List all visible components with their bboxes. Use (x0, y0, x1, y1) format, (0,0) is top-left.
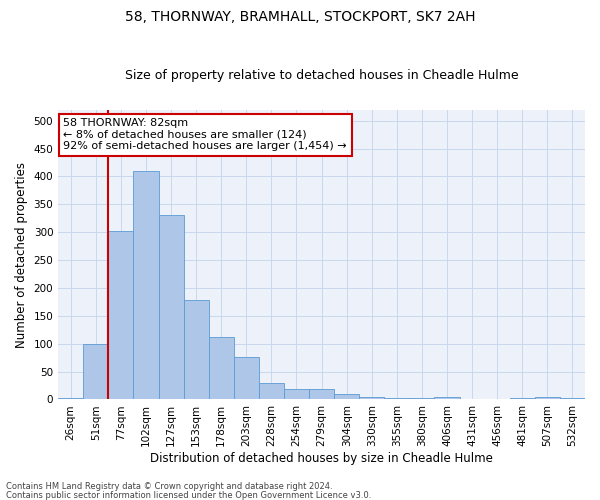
Bar (83, 344, 109, 400)
Bar (434, 396, 460, 400)
Bar (58, 398, 83, 400)
Bar (385, 398, 409, 400)
Bar (460, 399, 485, 400)
Text: 58 THORNWAY: 82sqm
← 8% of detached houses are smaller (124)
92% of semi-detache: 58 THORNWAY: 82sqm ← 8% of detached hous… (64, 118, 347, 152)
Text: Contains public sector information licensed under the Open Government Licence v3: Contains public sector information licen… (6, 490, 371, 500)
Bar (334, 394, 359, 400)
Text: Contains HM Land Registry data © Crown copyright and database right 2024.: Contains HM Land Registry data © Crown c… (6, 482, 332, 491)
Bar (133, 171, 158, 400)
Bar (234, 357, 259, 400)
Bar (109, 231, 133, 400)
Y-axis label: Number of detached properties: Number of detached properties (15, 162, 28, 348)
Bar (359, 396, 385, 400)
Bar (284, 390, 309, 400)
Bar (259, 382, 284, 400)
X-axis label: Distribution of detached houses by size in Cheadle Hulme: Distribution of detached houses by size … (150, 452, 493, 465)
Bar (158, 216, 184, 400)
Bar (510, 398, 535, 400)
Text: 58, THORNWAY, BRAMHALL, STOCKPORT, SK7 2AH: 58, THORNWAY, BRAMHALL, STOCKPORT, SK7 2… (125, 10, 475, 24)
Bar (184, 300, 209, 400)
Bar (309, 390, 334, 400)
Bar (560, 398, 585, 400)
Bar (409, 398, 434, 400)
Bar (209, 337, 234, 400)
Title: Size of property relative to detached houses in Cheadle Hulme: Size of property relative to detached ho… (125, 69, 518, 82)
Bar (535, 397, 560, 400)
